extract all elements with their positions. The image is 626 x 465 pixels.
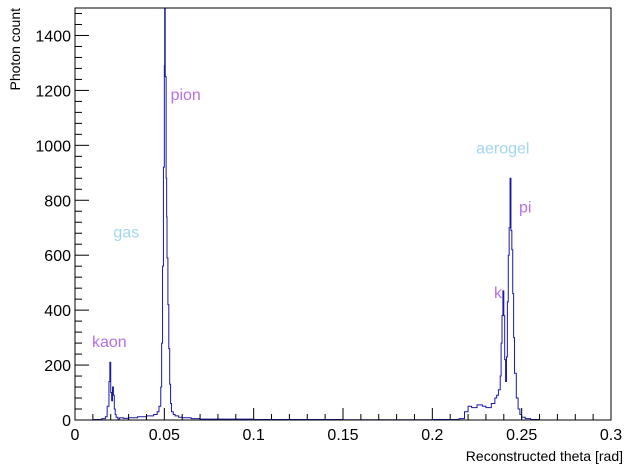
y-tick-label: 1000 (35, 138, 71, 155)
annotation-aerogel: aerogel (476, 141, 529, 158)
annotation-k: k (494, 285, 503, 302)
annotation-pion: pion (171, 87, 201, 104)
annotation-gas: gas (113, 224, 139, 241)
annotation-kaon: kaon (92, 334, 127, 351)
y-tick-label: 1200 (35, 83, 71, 100)
y-tick-label: 800 (44, 193, 71, 210)
x-tick-label: 0.2 (421, 427, 443, 444)
y-tick-label: 200 (44, 358, 71, 375)
x-tick-label: 0.25 (506, 427, 537, 444)
x-tick-label: 0.3 (600, 427, 622, 444)
y-tick-label: 400 (44, 303, 71, 320)
x-tick-label: 0.15 (327, 427, 358, 444)
axis-layer: 0 0.05 0.1 0.15 0.2 0.25 0.3 0 200 400 600 800 1000 1… (35, 7, 622, 444)
annotation-layer: pion gas kaon aerogel pi k (92, 87, 531, 351)
y-tick-label: 600 (44, 248, 71, 265)
x-tick-label: 0.1 (243, 427, 265, 444)
x-tick-label: 0.05 (149, 427, 180, 444)
annotation-pi: pi (519, 200, 531, 217)
y-axis-label: Photon count (7, 8, 23, 91)
x-tick-label: 0 (71, 427, 80, 444)
x-axis-label: Reconstructed theta [rad] (466, 448, 623, 464)
y-tick-label: 1400 (35, 28, 71, 45)
y-tick-label: 0 (62, 413, 71, 430)
